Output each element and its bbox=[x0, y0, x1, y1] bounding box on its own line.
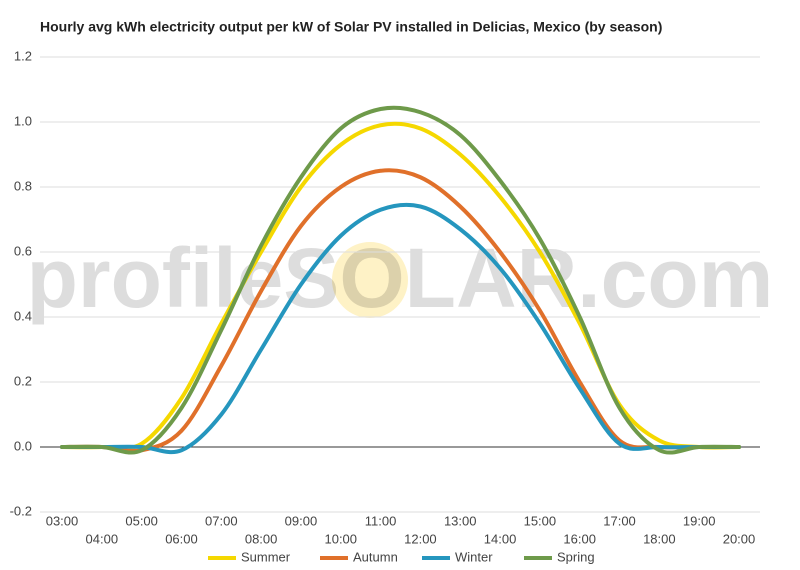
legend-label: Autumn bbox=[353, 549, 398, 564]
y-tick-label: 0.8 bbox=[14, 178, 32, 193]
y-tick-label: -0.2 bbox=[10, 503, 32, 518]
x-tick-label: 05:00 bbox=[125, 513, 158, 528]
x-tick-label: 19:00 bbox=[683, 513, 716, 528]
series-line bbox=[60, 168, 741, 453]
y-tick-label: 0.0 bbox=[14, 438, 32, 453]
x-tick-label: 18:00 bbox=[643, 531, 676, 546]
watermark: profileSOLAR.com bbox=[27, 231, 774, 325]
x-tick-label: 08:00 bbox=[245, 531, 278, 546]
legend-label: Spring bbox=[557, 549, 595, 564]
legend-swatch bbox=[422, 556, 450, 560]
x-tick-label: 10:00 bbox=[324, 531, 357, 546]
legend-swatch bbox=[320, 556, 348, 560]
legend-swatch bbox=[524, 556, 552, 560]
y-tick-label: 0.6 bbox=[14, 243, 32, 258]
x-tick-label: 14:00 bbox=[484, 531, 517, 546]
x-tick-label: 15:00 bbox=[524, 513, 557, 528]
x-tick-label: 17:00 bbox=[603, 513, 636, 528]
legend-label: Winter bbox=[455, 549, 493, 564]
x-tick-label: 16:00 bbox=[563, 531, 596, 546]
x-tick-label: 03:00 bbox=[46, 513, 79, 528]
y-tick-label: 1.0 bbox=[14, 113, 32, 128]
x-tick-label: 12:00 bbox=[404, 531, 437, 546]
watermark-sun bbox=[332, 242, 408, 318]
legend-label: Summer bbox=[241, 549, 291, 564]
x-tick-label: 06:00 bbox=[165, 531, 198, 546]
y-tick-label: 0.2 bbox=[14, 373, 32, 388]
x-tick-label: 20:00 bbox=[723, 531, 756, 546]
x-tick-label: 04:00 bbox=[86, 531, 119, 546]
y-tick-label: 0.4 bbox=[14, 308, 32, 323]
series-line bbox=[60, 202, 741, 455]
series-line bbox=[60, 105, 741, 455]
x-tick-label: 13:00 bbox=[444, 513, 477, 528]
y-tick-label: 1.2 bbox=[14, 48, 32, 63]
x-tick-label: 07:00 bbox=[205, 513, 238, 528]
x-tick-label: 09:00 bbox=[285, 513, 318, 528]
x-tick-label: 11:00 bbox=[365, 513, 397, 528]
chart-title: Hourly avg kWh electricity output per kW… bbox=[40, 19, 662, 35]
legend-swatch bbox=[208, 556, 236, 560]
